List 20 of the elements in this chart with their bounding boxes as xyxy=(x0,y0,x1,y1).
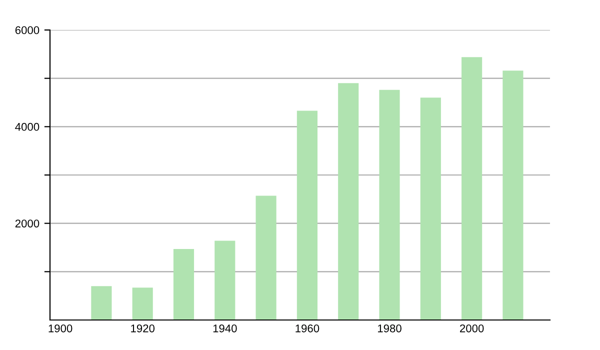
x-tick-label: 1980 xyxy=(378,324,402,332)
bar xyxy=(338,83,359,320)
bar xyxy=(173,248,194,320)
y-tick-label: 4000 xyxy=(15,122,40,131)
bar xyxy=(462,57,482,320)
bar xyxy=(296,110,318,320)
x-tick-label: 1900 xyxy=(48,324,72,332)
y-tick-label: 2000 xyxy=(15,220,40,228)
x-tick-label: 1920 xyxy=(131,324,155,332)
bar xyxy=(502,70,524,320)
bar xyxy=(379,90,400,320)
bar xyxy=(420,98,441,320)
bar xyxy=(91,286,112,320)
bar xyxy=(256,196,276,320)
x-tick-label: 1940 xyxy=(213,324,237,332)
y-tick-label: 6000 xyxy=(15,26,40,34)
x-tick-label: 2000 xyxy=(460,324,484,332)
bar xyxy=(214,240,236,320)
bar xyxy=(132,288,153,320)
x-tick-label: 1960 xyxy=(296,324,320,332)
